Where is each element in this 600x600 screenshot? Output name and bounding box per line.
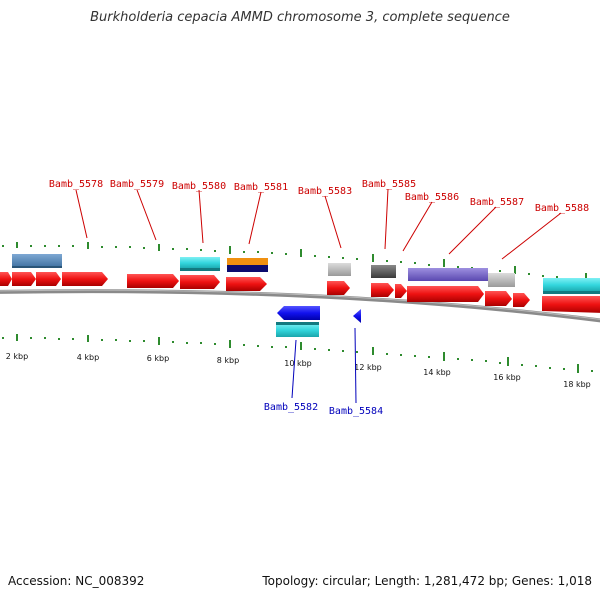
- cds-arrow-forward[interactable]: [226, 277, 267, 291]
- feature-block[interactable]: [371, 265, 396, 278]
- scale-label-2kbp: 2 kbp: [6, 352, 28, 361]
- cds-arrow-forward[interactable]: [395, 284, 407, 298]
- cds-arrow-forward[interactable]: [485, 291, 512, 306]
- cds-arrow-reverse[interactable]: [277, 306, 320, 320]
- gene-label[interactable]: Bamb_5587: [470, 197, 524, 208]
- feature-block[interactable]: [12, 254, 37, 268]
- feature-block[interactable]: [543, 278, 600, 292]
- feature-block[interactable]: [37, 254, 62, 268]
- cds-arrow-reverse[interactable]: [353, 309, 361, 323]
- feature-block[interactable]: [408, 268, 488, 281]
- gene-label[interactable]: Bamb_5582: [264, 402, 318, 413]
- gene-label[interactable]: Bamb_5588: [535, 203, 589, 214]
- scale-label-12kbp: 12 kbp: [354, 363, 382, 372]
- cds-arrow-forward[interactable]: [36, 272, 61, 286]
- cds-arrow-forward[interactable]: [12, 272, 36, 286]
- gene-label[interactable]: Bamb_5581: [234, 182, 288, 193]
- reverse-label-leaders: [291, 327, 357, 404]
- map-title: Burkholderia cepacia AMMD chromosome 3, …: [90, 10, 510, 25]
- gene-label[interactable]: Bamb_5585: [362, 179, 416, 190]
- gene-label[interactable]: Bamb_5586: [405, 192, 459, 203]
- cds-arrow-forward[interactable]: [371, 283, 394, 297]
- feature-block[interactable]: [488, 273, 515, 287]
- chromosome-backbone: [0, 289, 600, 323]
- scale-label-14kbp: 14 kbp: [423, 368, 451, 377]
- reverse-track: [276, 306, 361, 337]
- topology-summary: Topology: circular; Length: 1,281,472 bp…: [262, 574, 592, 588]
- scale-label-10kbp: 10 kbp: [284, 359, 312, 368]
- scale-label-8kbp: 8 kbp: [217, 356, 239, 365]
- cds-arrow-forward[interactable]: [180, 275, 220, 289]
- gene-label[interactable]: Bamb_5579: [110, 179, 164, 190]
- forward-cds-track: [0, 272, 600, 313]
- cds-arrow-forward[interactable]: [327, 281, 350, 295]
- feature-block[interactable]: [227, 265, 268, 272]
- cds-arrow-forward[interactable]: [127, 274, 179, 288]
- gene-label[interactable]: Bamb_5578: [49, 179, 103, 190]
- cds-arrow-forward[interactable]: [0, 272, 12, 286]
- feature-block[interactable]: [227, 258, 268, 265]
- forward-gene-labels: Bamb_5578 Bamb_5579 Bamb_5580 Bamb_5581 …: [49, 179, 589, 214]
- scale-labels: 2 kbp 4 kbp 6 kbp 8 kbp 10 kbp 12 kbp 14…: [6, 352, 591, 389]
- accession-label: Accession: NC_008392: [8, 574, 145, 588]
- scale-label-4kbp: 4 kbp: [77, 353, 99, 362]
- scale-label-18kbp: 18 kbp: [563, 380, 591, 389]
- feature-block[interactable]: [276, 323, 319, 337]
- scale-label-16kbp: 16 kbp: [493, 373, 521, 382]
- cds-arrow-forward[interactable]: [513, 293, 530, 307]
- reverse-gene-labels: Bamb_5582 Bamb_5584: [264, 402, 383, 417]
- feature-track-outer: [12, 254, 600, 294]
- gene-label[interactable]: Bamb_5580: [172, 181, 226, 192]
- scale-label-6kbp: 6 kbp: [147, 354, 169, 363]
- cds-arrow-forward[interactable]: [407, 286, 484, 302]
- cds-arrow-forward[interactable]: [62, 272, 108, 286]
- feature-block[interactable]: [180, 257, 220, 269]
- gene-label[interactable]: Bamb_5584: [329, 406, 383, 417]
- lower-tick-row: [2, 334, 593, 373]
- cds-arrow-forward[interactable]: [542, 296, 600, 313]
- gene-label[interactable]: Bamb_5583: [298, 186, 352, 197]
- feature-block[interactable]: [328, 263, 351, 276]
- forward-label-leaders: [75, 188, 562, 260]
